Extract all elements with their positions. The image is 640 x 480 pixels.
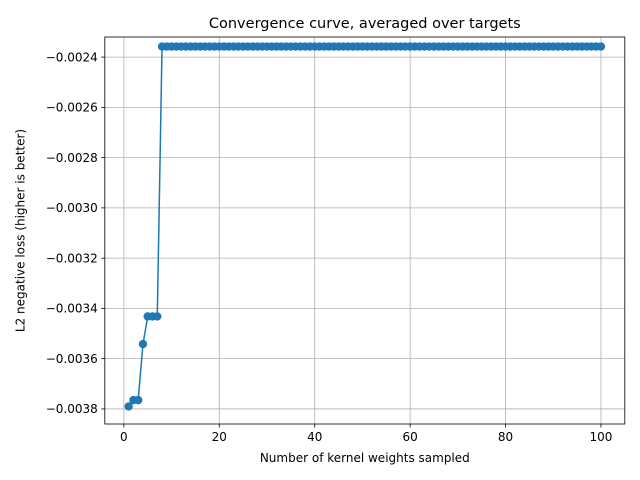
x-tick-label: 100	[589, 430, 612, 444]
y-tick-label: −0.0030	[46, 201, 98, 215]
data-point	[124, 402, 133, 411]
series-layer	[124, 42, 606, 411]
x-tick-label: 20	[212, 430, 227, 444]
chart-title: Convergence curve, averaged over targets	[209, 16, 521, 32]
x-tick-label: 40	[307, 430, 322, 444]
tick-layer: 0 20 40 60 80 100 −0.0038 −0.0036 −0.0034 −0.0032…	[46, 50, 613, 444]
x-axis-label: Number of kernel weights sampled	[260, 451, 470, 465]
x-tick-label: 0	[120, 430, 128, 444]
grid-layer	[104, 37, 625, 424]
x-tick-label: 60	[402, 430, 417, 444]
y-tick-label: −0.0034	[46, 302, 98, 316]
y-tick-label: −0.0026	[46, 101, 98, 115]
data-point	[138, 339, 148, 349]
y-tick-label: −0.0028	[46, 151, 98, 165]
y-tick-label: −0.0038	[46, 402, 98, 416]
data-point	[596, 42, 606, 51]
x-tick-label: 80	[498, 430, 513, 444]
plot-frame	[104, 36, 626, 425]
y-axis-label: L2 negative loss (higher is better)	[14, 129, 28, 332]
y-tick-label: −0.0032	[46, 251, 98, 265]
y-tick-label: −0.0036	[46, 352, 98, 366]
data-point	[133, 395, 143, 405]
data-point	[153, 312, 162, 321]
y-tick-label: −0.0024	[46, 50, 98, 64]
